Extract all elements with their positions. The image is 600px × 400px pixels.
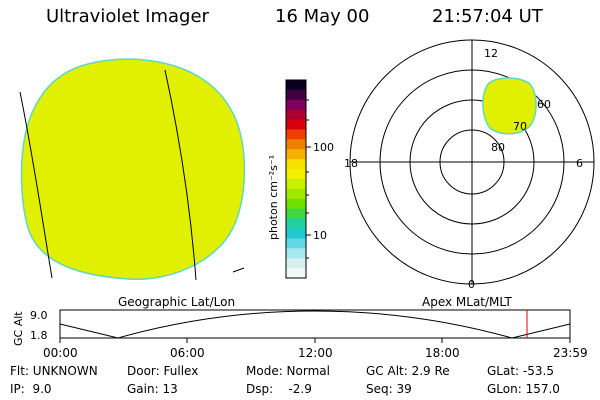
colorbar: 100 10 photon cm⁻²s⁻¹ xyxy=(267,79,334,279)
geographic-image xyxy=(19,58,246,281)
info-glon: GLon: 157.0 xyxy=(487,382,560,396)
colorbar-cell xyxy=(286,99,306,111)
info-glat: GLat: -53.5 xyxy=(487,364,554,378)
colorbar-cell xyxy=(286,129,306,140)
colorbar-frame xyxy=(285,79,307,279)
mlat-label-70: 70 xyxy=(513,120,527,133)
altitude-ytick-low: 1.8 xyxy=(30,329,48,342)
altitude-xtick-1200: 12:00 xyxy=(298,346,333,360)
info-seq: Seq: 39 xyxy=(366,382,412,396)
altitude-xtick-2359: 23:59 xyxy=(553,346,588,360)
colorbar-cell xyxy=(286,188,306,200)
uv-emission-disc xyxy=(20,58,246,281)
colorbar-cell xyxy=(286,139,306,150)
mlt-label-0: 0 xyxy=(468,278,475,291)
altitude-xtick-0000: 00:00 xyxy=(43,346,78,360)
info-flt: Flt: UNKNOWN xyxy=(10,364,98,378)
polar-emission-patch xyxy=(482,77,537,135)
info-gcalt: GC Alt: 2.9 Re xyxy=(366,364,450,378)
colorbar-cell xyxy=(286,218,306,229)
geo-caption: Geographic Lat/Lon xyxy=(118,295,235,309)
colorbar-cell xyxy=(286,109,306,121)
colorbar-cell xyxy=(286,248,306,259)
instrument-title: Ultraviolet Imager xyxy=(46,6,209,27)
altitude-ytick-high: 9.0 xyxy=(30,309,48,322)
colorbar-unit-label: photon cm⁻²s⁻¹ xyxy=(267,155,280,240)
colorbar-cell xyxy=(286,179,306,190)
apex-caption: Apex MLat/MLT xyxy=(422,295,512,309)
time-label: 21:57:04 UT xyxy=(432,6,543,27)
colorbar-cell xyxy=(286,258,306,269)
colorbar-label-10: 10 xyxy=(313,229,327,242)
longitude-line-left xyxy=(19,91,53,279)
colorbar-cell xyxy=(286,119,306,130)
mlt-label-12: 12 xyxy=(484,47,498,60)
info-door: Door: Fullex xyxy=(127,364,199,378)
colorbar-cell xyxy=(286,80,306,91)
colorbar-cell xyxy=(286,228,306,239)
colorbar-label-100: 100 xyxy=(313,141,334,154)
colorbar-cell xyxy=(286,208,306,220)
colorbar-cell xyxy=(286,149,306,160)
altitude-plot: GC Alt 9.0 1.8 00:00 06:00 12:00 18:00 2… xyxy=(12,309,588,360)
colorbar-cell xyxy=(286,268,306,279)
colorbar-cell xyxy=(286,159,306,170)
colorbar-cell xyxy=(286,238,306,249)
colorbar-cell xyxy=(286,198,306,210)
mlat-label-60: 60 xyxy=(537,98,551,111)
altitude-axis-label: GC Alt xyxy=(12,311,25,346)
colorbar-cell xyxy=(286,89,306,101)
date-label: 16 May 00 xyxy=(275,6,370,27)
mlt-label-6: 6 xyxy=(576,157,583,170)
limb-tick xyxy=(232,267,245,273)
polar-plot: 12 18 6 0 60 70 80 xyxy=(344,39,595,291)
info-mode: Mode: Normal xyxy=(246,364,330,378)
altitude-frame xyxy=(59,309,571,339)
altitude-xtick-0600: 06:00 xyxy=(170,346,205,360)
longitude-line-right xyxy=(164,69,197,281)
info-ip: IP: 9.0 xyxy=(10,382,52,396)
colorbar-cell xyxy=(286,169,306,180)
info-gain: Gain: 13 xyxy=(127,382,178,396)
altitude-xtick-1800: 18:00 xyxy=(425,346,460,360)
mlat-label-80: 80 xyxy=(491,141,505,154)
mlt-label-18: 18 xyxy=(344,157,358,170)
altitude-curve xyxy=(59,310,571,339)
info-dsp: Dsp: -2.9 xyxy=(246,382,312,396)
